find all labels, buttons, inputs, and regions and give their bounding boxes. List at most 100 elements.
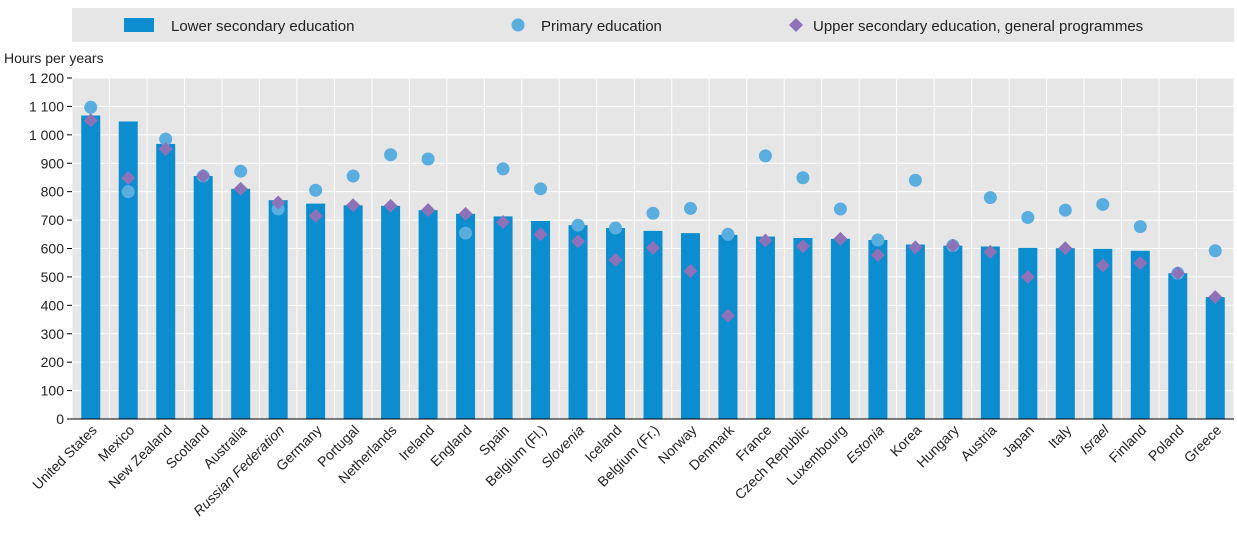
bar: [643, 230, 663, 419]
upper-secondary-marker: [421, 203, 436, 218]
primary-marker: [646, 206, 660, 220]
primary-marker: [721, 227, 735, 241]
bar: [1205, 297, 1225, 419]
upper-secondary-marker: [1133, 255, 1148, 270]
bar: [418, 210, 438, 419]
primary-marker: [309, 183, 323, 197]
bar: [1018, 247, 1038, 419]
category-label: Hungary: [913, 422, 962, 471]
upper-secondary-marker: [121, 171, 136, 186]
primary-marker: [346, 169, 360, 183]
y-tick-label: 600: [41, 241, 65, 257]
markers: [83, 100, 1223, 323]
bar: [268, 200, 288, 419]
upper-secondary-marker: [383, 198, 398, 213]
primary-marker: [421, 152, 435, 166]
bar: [1130, 250, 1150, 419]
primary-marker: [84, 100, 98, 114]
primary-marker: [833, 202, 847, 216]
bar: [680, 233, 700, 419]
category-label: Poland: [1145, 422, 1187, 464]
primary-marker: [609, 221, 623, 235]
upper-secondary-marker: [233, 181, 248, 196]
bar: [456, 213, 476, 419]
bar: [156, 143, 176, 419]
legend-label-lower-secondary: Lower secondary education: [171, 18, 354, 35]
primary-marker: [121, 185, 135, 199]
category-label: Finland: [1106, 422, 1150, 466]
y-tick-label: 400: [41, 297, 65, 313]
upper-secondary-marker: [945, 238, 960, 253]
bar: [1055, 248, 1075, 419]
category-label: Japan: [999, 422, 1037, 460]
bar: [1093, 248, 1113, 419]
bar: [943, 245, 963, 419]
y-tick-label: 300: [41, 326, 65, 342]
upper-secondary-marker: [720, 308, 735, 323]
legend-label-primary: Primary education: [541, 18, 662, 35]
legend-marker-upper-secondary: [789, 18, 803, 32]
bars: [81, 115, 1225, 419]
primary-marker: [871, 233, 885, 247]
category-label: Greece: [1181, 422, 1225, 466]
upper-secondary-marker: [833, 231, 848, 246]
y-tick-label: 200: [41, 354, 65, 370]
upper-secondary-marker: [608, 252, 623, 267]
upper-secondary-marker: [308, 208, 323, 223]
y-tick-label: 1 000: [29, 127, 64, 143]
y-tick-label: 900: [41, 155, 65, 171]
bar: [231, 188, 251, 419]
bar: [1168, 273, 1188, 419]
primary-marker: [983, 191, 997, 205]
upper-secondary-marker: [1208, 290, 1223, 305]
upper-secondary-marker: [346, 198, 361, 213]
bar: [755, 236, 775, 419]
upper-secondary-marker: [158, 142, 173, 157]
bar: [980, 246, 1000, 419]
y-tick-label: 500: [41, 269, 65, 285]
bar: [81, 115, 101, 419]
y-tick-label: 800: [41, 184, 65, 200]
bar: [868, 239, 888, 419]
category-label: Italy: [1045, 422, 1074, 451]
upper-secondary-marker: [683, 263, 698, 278]
bar: [381, 205, 401, 419]
category-label: Estonia: [843, 422, 887, 466]
legend-swatch-lower-secondary: [124, 18, 154, 32]
legend-marker-primary: [511, 18, 525, 32]
bar: [606, 228, 626, 419]
bar: [306, 203, 326, 419]
y-tick-label: 700: [41, 212, 65, 228]
y-tick-label: 100: [41, 383, 65, 399]
category-label: Austria: [957, 422, 999, 464]
primary-marker: [1058, 203, 1072, 217]
primary-marker: [1096, 197, 1110, 211]
bar: [343, 205, 363, 419]
upper-secondary-marker: [1170, 266, 1185, 281]
primary-marker: [234, 164, 248, 178]
upper-secondary-marker: [83, 113, 98, 128]
primary-marker: [1133, 220, 1147, 234]
primary-marker: [908, 173, 922, 187]
primary-marker: [496, 162, 510, 176]
bar: [718, 234, 738, 419]
bar: [531, 220, 551, 419]
upper-secondary-marker: [458, 206, 473, 221]
bar: [118, 121, 138, 419]
category-label: England: [427, 422, 475, 470]
primary-marker: [384, 148, 398, 162]
bar: [193, 176, 213, 419]
bar: [905, 244, 925, 419]
upper-secondary-marker: [646, 240, 660, 255]
primary-marker: [1021, 211, 1035, 225]
y-tick-label: 1 100: [29, 98, 64, 114]
primary-marker: [796, 171, 810, 185]
primary-marker: [159, 132, 173, 146]
upper-secondary-marker: [496, 215, 511, 230]
bar: [493, 216, 513, 419]
upper-secondary-marker: [1020, 269, 1035, 284]
upper-secondary-marker: [870, 248, 885, 263]
primary-marker: [683, 201, 697, 215]
